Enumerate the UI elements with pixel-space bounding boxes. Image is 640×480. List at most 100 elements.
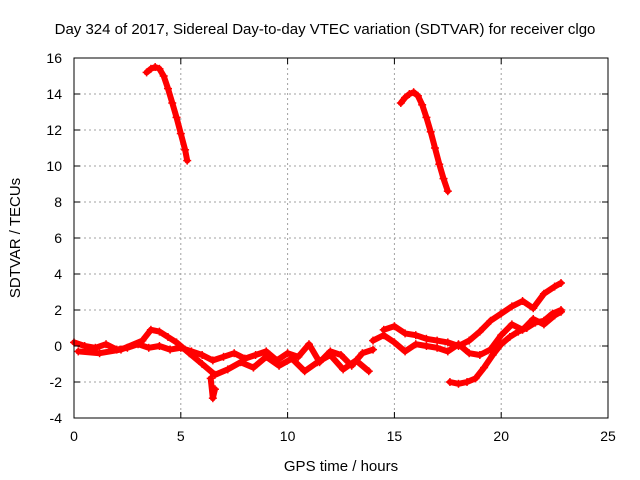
data-point xyxy=(454,340,463,349)
data-point xyxy=(326,351,335,359)
data-point xyxy=(443,347,452,356)
data-point xyxy=(439,174,448,183)
data-point xyxy=(249,363,258,372)
data-point xyxy=(95,349,104,358)
y-tick-label: -2 xyxy=(50,374,63,390)
data-point xyxy=(294,352,303,361)
data-point xyxy=(364,367,373,376)
data-point xyxy=(539,289,548,298)
data-point xyxy=(557,279,566,287)
data-point xyxy=(405,90,414,98)
y-tick-label: 2 xyxy=(54,302,62,318)
data-point xyxy=(176,129,185,138)
data-point xyxy=(548,309,557,318)
y-tick-label: 0 xyxy=(54,338,62,354)
x-tick-label: 20 xyxy=(493,428,509,444)
data-point xyxy=(443,338,452,347)
data-point xyxy=(435,160,444,169)
data-point xyxy=(505,333,514,341)
data-point xyxy=(497,309,506,318)
data-point xyxy=(475,351,484,359)
data-point xyxy=(339,365,348,374)
data-point xyxy=(262,352,271,361)
x-tick-label: 25 xyxy=(600,428,616,444)
data-point xyxy=(488,351,497,359)
data-point xyxy=(208,356,217,365)
data-point xyxy=(379,331,388,340)
data-point xyxy=(422,113,431,122)
data-point xyxy=(430,144,439,152)
data-point xyxy=(155,327,164,336)
data-point xyxy=(275,361,284,370)
data-point xyxy=(172,113,181,122)
data-point xyxy=(471,374,480,383)
data-point xyxy=(358,349,367,358)
data-point xyxy=(390,338,399,347)
data-point xyxy=(198,351,207,359)
data-point xyxy=(418,100,427,109)
x-axis-label: GPS time / hours xyxy=(284,458,398,475)
data-point xyxy=(422,334,431,343)
data-point xyxy=(116,345,125,354)
data-point xyxy=(142,68,151,77)
data-point xyxy=(155,342,164,350)
data-point xyxy=(396,99,405,107)
data-point xyxy=(529,304,538,313)
data-point xyxy=(287,354,296,363)
data-point xyxy=(183,156,192,165)
data-point xyxy=(283,349,292,358)
data-point xyxy=(445,378,454,386)
data-point xyxy=(300,367,309,376)
data-point xyxy=(159,72,168,80)
y-tick-label: 14 xyxy=(46,86,62,102)
data-point xyxy=(465,349,474,358)
y-axis-label: SDTVAR / TECUs xyxy=(7,178,24,298)
data-point xyxy=(236,358,245,367)
y-tick-label: -4 xyxy=(50,410,63,426)
data-point xyxy=(351,356,360,365)
data-point xyxy=(401,329,410,338)
data-point xyxy=(550,282,559,291)
x-tick-label: 10 xyxy=(280,428,296,444)
data-point xyxy=(369,336,378,345)
chart-title: Day 324 of 2017, Sidereal Day-to-day VTE… xyxy=(55,21,596,38)
ticks xyxy=(73,57,609,419)
data-point xyxy=(210,385,219,394)
data-point xyxy=(413,91,422,100)
data-point xyxy=(163,333,172,341)
data-point xyxy=(166,345,175,354)
data-point xyxy=(522,324,531,332)
data-point xyxy=(507,302,516,311)
data-point xyxy=(181,145,190,154)
data-point xyxy=(172,338,181,347)
data-point xyxy=(433,336,442,345)
data-point xyxy=(531,318,540,327)
data-point xyxy=(401,93,410,102)
data-point xyxy=(369,345,378,354)
data-point xyxy=(168,99,177,107)
data-point xyxy=(146,64,155,73)
data-point xyxy=(401,347,410,356)
data-point xyxy=(422,342,431,350)
data-point xyxy=(163,84,172,93)
data-point xyxy=(304,340,313,349)
data-point xyxy=(411,340,420,349)
y-tick-label: 6 xyxy=(54,230,62,246)
data-point xyxy=(433,343,442,352)
y-tick-label: 10 xyxy=(46,158,62,174)
x-tick-label: 0 xyxy=(70,428,78,444)
data-point xyxy=(507,320,516,329)
data-point xyxy=(206,374,215,383)
series-midday-high-arc xyxy=(397,89,451,195)
data-point xyxy=(443,187,452,196)
data-point xyxy=(208,394,217,403)
data-point xyxy=(74,347,83,356)
data-point xyxy=(557,306,566,314)
data-point xyxy=(463,378,472,386)
data-point xyxy=(102,340,111,349)
data-point xyxy=(390,322,399,331)
data-point xyxy=(539,316,548,325)
data-point xyxy=(337,351,345,359)
data-point xyxy=(155,64,164,73)
